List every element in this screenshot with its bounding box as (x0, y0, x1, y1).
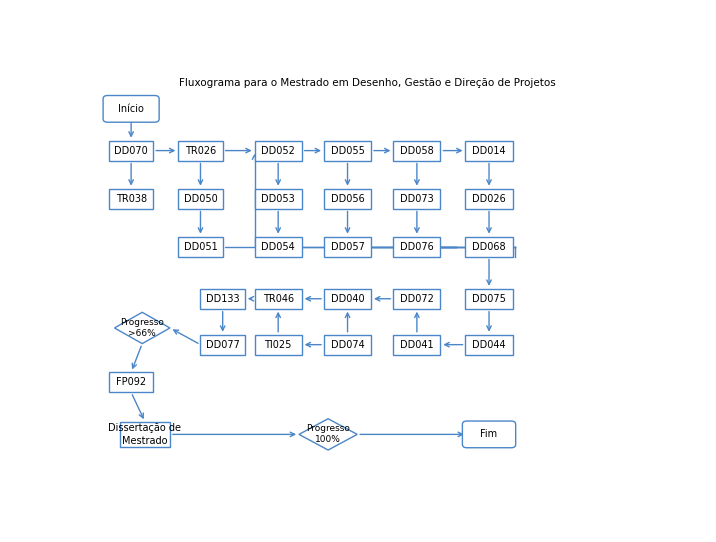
Bar (465, 334, 513, 354)
Text: Dissertação de
Mestrado: Dissertação de Mestrado (109, 423, 181, 446)
Text: Fim: Fim (480, 429, 498, 440)
Bar (324, 189, 371, 209)
Bar (109, 140, 153, 160)
Text: DD068: DD068 (473, 242, 505, 251)
Text: DD133: DD133 (206, 294, 239, 304)
Text: DD052: DD052 (261, 146, 295, 156)
Bar (324, 140, 371, 160)
Text: TR046: TR046 (263, 294, 294, 304)
Text: DD044: DD044 (473, 340, 505, 350)
Text: DD074: DD074 (331, 340, 364, 350)
Text: DD055: DD055 (331, 146, 364, 156)
FancyBboxPatch shape (463, 421, 516, 448)
Bar (465, 289, 513, 309)
Text: FP092: FP092 (116, 377, 146, 387)
Bar (109, 372, 153, 392)
Bar (393, 236, 440, 256)
Text: DD051: DD051 (183, 242, 218, 251)
Text: DD058: DD058 (400, 146, 434, 156)
Polygon shape (299, 419, 357, 450)
Text: DD057: DD057 (331, 242, 364, 251)
Text: TI025: TI025 (264, 340, 292, 350)
Text: DD054: DD054 (261, 242, 295, 251)
Text: DD014: DD014 (473, 146, 505, 156)
Polygon shape (115, 312, 170, 344)
Text: TR026: TR026 (185, 146, 216, 156)
Bar (178, 140, 223, 160)
Bar (465, 140, 513, 160)
Text: DD076: DD076 (400, 242, 434, 251)
Bar (200, 334, 245, 354)
Bar (324, 289, 371, 309)
Bar (255, 289, 301, 309)
Text: Progresso
100%: Progresso 100% (306, 424, 350, 444)
Bar (255, 140, 301, 160)
Bar (393, 289, 440, 309)
Bar (120, 422, 170, 447)
Bar (324, 334, 371, 354)
Text: DD077: DD077 (205, 340, 240, 350)
Bar (255, 334, 301, 354)
Text: DD072: DD072 (400, 294, 434, 304)
Bar (255, 236, 301, 256)
Bar (465, 189, 513, 209)
Text: Início: Início (118, 104, 144, 114)
Bar (393, 189, 440, 209)
Text: DD041: DD041 (400, 340, 434, 350)
Text: DD070: DD070 (115, 146, 148, 156)
Text: DD073: DD073 (400, 193, 434, 204)
Bar (393, 334, 440, 354)
Text: TR038: TR038 (115, 193, 147, 204)
Bar (393, 140, 440, 160)
Bar (178, 189, 223, 209)
FancyBboxPatch shape (103, 95, 159, 122)
Text: DD040: DD040 (331, 294, 364, 304)
Bar (200, 289, 245, 309)
Text: DD075: DD075 (472, 294, 506, 304)
Bar (255, 189, 301, 209)
Bar (324, 236, 371, 256)
Text: Fluxograma para o Mestrado em Desenho, Gestão e Direção de Projetos: Fluxograma para o Mestrado em Desenho, G… (178, 79, 556, 88)
Bar (465, 236, 513, 256)
Text: DD053: DD053 (261, 193, 295, 204)
Text: DD056: DD056 (331, 193, 364, 204)
Text: DD050: DD050 (183, 193, 218, 204)
Bar (178, 236, 223, 256)
Text: DD026: DD026 (472, 193, 506, 204)
Bar (109, 189, 153, 209)
Text: Progresso
>66%: Progresso >66% (120, 318, 164, 338)
